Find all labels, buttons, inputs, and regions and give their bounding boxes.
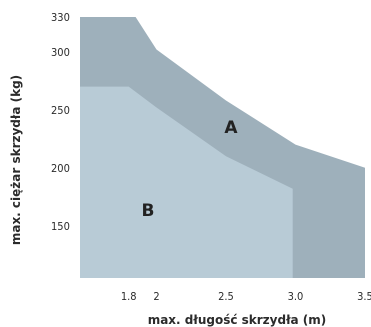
x-tick-label: 2	[153, 290, 159, 303]
x-tick-label: 1.8	[121, 290, 137, 303]
y-tick-label: 300	[51, 46, 70, 59]
region-b	[80, 86, 293, 278]
region-label-a: A	[224, 118, 238, 138]
y-tick-label: 330	[51, 11, 70, 24]
y-tick-label: 200	[51, 162, 70, 175]
y-axis-ticks: 150 200 250 300 330	[51, 11, 70, 233]
x-axis-ticks: 1.8 2 2.5 3.0 3.5	[121, 290, 371, 303]
x-axis-title: max. długość skrzydła (m)	[148, 313, 327, 327]
region-label-b: B	[142, 201, 155, 221]
x-tick-label: 2.5	[218, 290, 234, 303]
chart-regions	[80, 17, 365, 278]
y-tick-label: 150	[51, 220, 70, 233]
x-tick-label: 3.0	[288, 290, 304, 303]
y-axis-title: max. ciężar skrzydła (kg)	[9, 75, 23, 245]
x-tick-label: 3.5	[357, 290, 371, 303]
y-tick-label: 250	[51, 104, 70, 117]
